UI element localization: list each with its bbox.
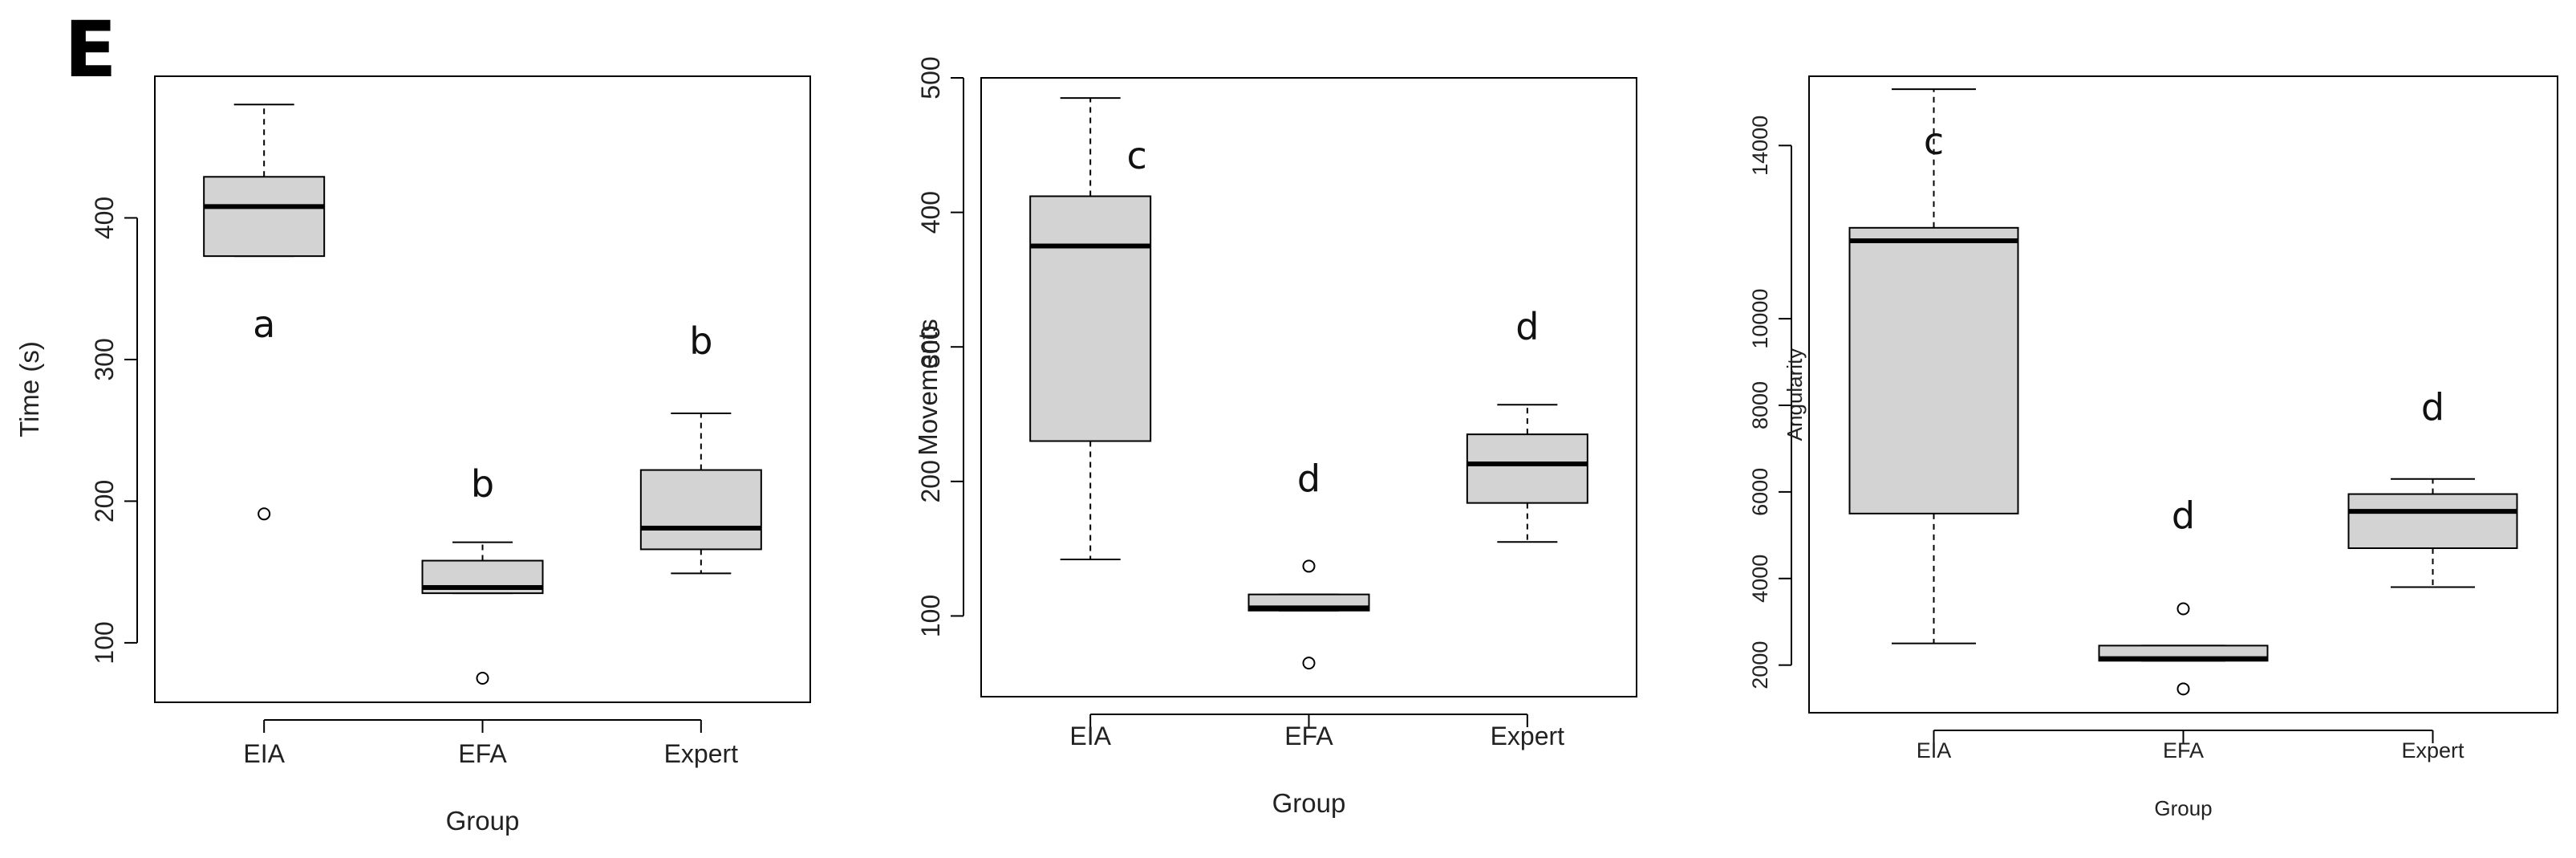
y-tick-label: 100 [916, 595, 945, 637]
box-EFA [421, 541, 544, 685]
boxplot-panel-2: 100 200 300 400 500 EIA EFA Expert Group Movement… [913, 56, 1637, 818]
significance-letter: d [1515, 305, 1539, 348]
significance-letter: b [689, 319, 712, 363]
x-tick-label: EIA [1069, 722, 1111, 750]
box-EFA [1247, 559, 1370, 670]
x-axis-title: Group [446, 806, 520, 836]
significance-letter: c [1127, 134, 1147, 177]
box-body [1029, 195, 1152, 442]
boxplot-panel-3: 2000 4000 6000 8000 10000 14000 EIA EFA Expert Gr… [1748, 75, 2558, 820]
plot-frame [980, 77, 1637, 697]
y-tick-label: 4000 [1748, 555, 1772, 603]
y-axis-title: Movements [913, 319, 943, 456]
y-tick-label: 200 [916, 460, 945, 502]
x-tick-label: Expert [2401, 738, 2464, 762]
x-tick-label: EFA [458, 739, 507, 768]
y-tick-label: 300 [90, 338, 119, 380]
panel-label: E [64, 5, 117, 95]
y-tick-label: 6000 [1748, 468, 1772, 516]
y-tick-label: 2000 [1748, 641, 1772, 689]
box-body [639, 469, 762, 551]
significance-letter: d [2172, 494, 2195, 538]
x-axis-title: Group [1272, 788, 1346, 818]
significance-letter: a [253, 303, 275, 346]
box-EFA [2098, 602, 2269, 696]
box-EIA [1848, 88, 2019, 645]
y-tick-label: 400 [90, 197, 119, 239]
box-Expert [2347, 478, 2518, 588]
significance-letter: c [1924, 120, 1944, 163]
outlier-point [2176, 602, 2190, 616]
plot-frame [1808, 75, 2558, 714]
y-tick-label: 300 [916, 326, 945, 368]
outlier-point [2176, 682, 2190, 696]
box-body [1848, 226, 2019, 514]
x-tick-label: Expert [664, 739, 739, 768]
outlier-point [1302, 559, 1316, 573]
box-body [1466, 433, 1588, 504]
y-tick-label: 100 [90, 621, 119, 664]
significance-letter: d [1297, 457, 1320, 500]
box-EIA [1029, 97, 1152, 561]
y-axis-title: Time (s) [14, 341, 44, 437]
y-tick-label: 8000 [1748, 381, 1772, 429]
x-tick-label: EFA [2163, 738, 2204, 762]
y-tick-label: 400 [916, 191, 945, 234]
significance-letter: b [471, 462, 494, 506]
x-tick-label: Expert [1491, 722, 1565, 750]
plot-frame [154, 75, 811, 703]
y-tick-label: 14000 [1748, 116, 1772, 176]
x-axis-title: Group [2154, 796, 2212, 820]
box-Expert [1466, 404, 1588, 543]
x-tick-label: EFA [1284, 722, 1333, 750]
outlier-point [476, 672, 489, 685]
boxplot-panel-1: 100 200 300 400 EIA EFA Expert Group Time (s) a b b [14, 75, 811, 836]
y-tick-label: 10000 [1748, 289, 1772, 349]
y-tick-label: 500 [916, 56, 945, 99]
y-tick-label: 200 [90, 480, 119, 523]
x-tick-label: EIA [243, 739, 285, 768]
y-axis-title: Angularity [1783, 348, 1807, 441]
box-body [203, 176, 326, 258]
outlier-point [258, 507, 271, 521]
significance-letter: d [2421, 386, 2444, 429]
box-Expert [639, 413, 762, 575]
x-tick-label: EIA [1917, 738, 1952, 762]
outlier-point [1302, 657, 1316, 670]
boxplot-panels: 100 200 300 400 EIA EFA Expert Group Time (s) a b b… [14, 56, 2558, 836]
box-body [2347, 493, 2518, 550]
box-EIA [203, 104, 326, 521]
